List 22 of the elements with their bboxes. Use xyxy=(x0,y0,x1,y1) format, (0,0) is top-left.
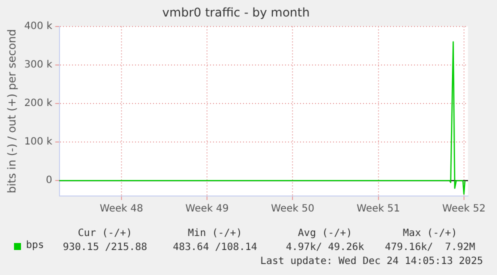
y-tick-label: 200 k xyxy=(24,98,52,110)
x-tick-label: Week 52 xyxy=(442,204,486,215)
legend-label: bps xyxy=(26,240,44,251)
text: Max (-/+) xyxy=(402,228,458,239)
y-axis-title: bits in (-) / out (+) per second xyxy=(5,29,18,194)
x-tick-label: Week 50 xyxy=(271,204,314,215)
y-tick-label: 300 k xyxy=(24,60,52,71)
text: 483.64 /108.14 xyxy=(172,242,258,253)
text: 4.97k/ 49.26k xyxy=(286,242,364,253)
x-tick-label: Week 51 xyxy=(356,204,400,215)
x-tick-label: Week 49 xyxy=(185,204,229,215)
y-tick-label: 400 k xyxy=(24,20,52,32)
text: 930.15 /215.88 xyxy=(62,242,148,253)
y-tick-label: 0 xyxy=(46,175,52,186)
text: Last update: Wed Dec 24 14:05:13 2025 xyxy=(260,256,483,267)
chart-title: vmbr0 traffic - by month xyxy=(162,5,310,20)
text: Avg (-/+) xyxy=(298,228,352,239)
text: Min (-/+) xyxy=(188,228,242,239)
text: Cur (-/+) xyxy=(78,228,132,239)
y-tick-label: 100 k xyxy=(24,136,52,148)
x-tick-label: Week 48 xyxy=(100,204,144,215)
text: 479.16k/ 7.92M xyxy=(384,242,476,253)
